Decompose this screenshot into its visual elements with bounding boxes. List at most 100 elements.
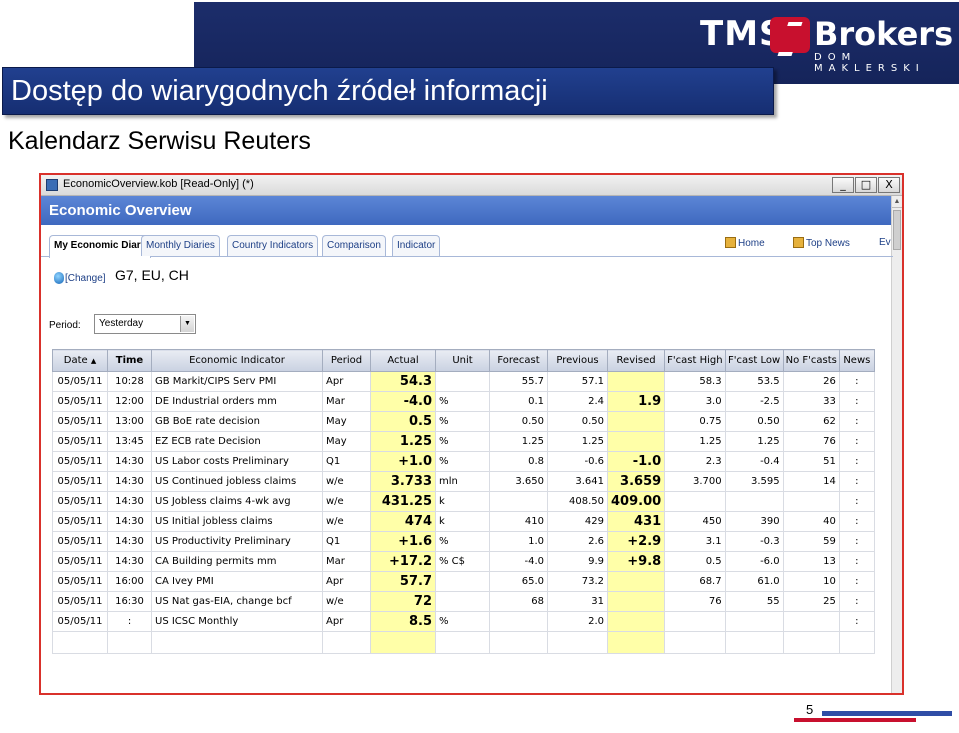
cell-unit: % — [435, 611, 490, 632]
cell-revised: +9.8 — [606, 551, 666, 572]
table-row[interactable]: 05/05/11 12:00 DE Industrial orders mm Mar -… — [52, 391, 875, 412]
sort-ascending-icon: ▲ — [90, 357, 97, 365]
cell-fcast-high: 1.25 — [664, 431, 726, 452]
home-link[interactable]: Home — [725, 237, 765, 249]
cell-news[interactable]: : — [838, 591, 875, 612]
cell-time: 14:30 — [107, 491, 152, 512]
cell-time: 14:30 — [107, 551, 152, 572]
cell-date: 05/05/11 — [52, 571, 108, 592]
col-economic-indicator[interactable]: Economic Indicator — [151, 349, 323, 372]
table-row[interactable]: 05/05/11 16:30 US Nat gas-EIA, change bcf w… — [52, 591, 875, 612]
cell-news[interactable]: : — [838, 411, 875, 432]
cell-date: 05/05/11 — [52, 411, 108, 432]
empty-cell — [322, 631, 371, 654]
table-row[interactable]: 05/05/11 14:30 US Jobless claims 4-wk avg w… — [52, 491, 875, 512]
cell-news[interactable]: : — [838, 491, 875, 512]
home-icon — [725, 237, 736, 248]
scroll-thumb[interactable] — [893, 210, 901, 250]
cell-previous: -0.6 — [547, 451, 608, 472]
cell-indicator: DE Industrial orders mm — [151, 391, 323, 412]
top-news-link-label: Top News — [806, 238, 850, 249]
table-row[interactable]: 05/05/11: US ICSC Monthly Apr 8.5% 2.0: — [52, 611, 875, 632]
tab-monthly-diaries[interactable]: Monthly Diaries — [141, 235, 220, 256]
col-fcast-high[interactable]: F'cast High — [664, 349, 726, 372]
tab-indicator[interactable]: Indicator — [392, 235, 441, 256]
cell-news[interactable]: : — [838, 371, 875, 392]
maximize-button[interactable]: □ — [855, 177, 877, 193]
cell-period: w/e — [322, 471, 371, 492]
table-row[interactable]: 05/05/11 14:30 US Productivity Preliminary… — [52, 531, 875, 552]
cell-news[interactable]: : — [838, 471, 875, 492]
cell-period: May — [322, 431, 371, 452]
scroll-up-arrow-icon[interactable]: ▲ — [892, 196, 902, 208]
table-row[interactable]: 05/05/11 14:30 US Initial jobless claims w/… — [52, 511, 875, 532]
table-row[interactable]: 05/05/11 14:30 US Continued jobless claims… — [52, 471, 875, 492]
cell-news[interactable]: : — [838, 531, 875, 552]
cell-revised — [606, 571, 666, 592]
more-link[interactable]: Ev — [879, 237, 891, 248]
cell-indicator: US ICSC Monthly — [151, 611, 323, 632]
cell-revised — [606, 431, 666, 452]
cell-fcast-high: 68.7 — [664, 571, 726, 592]
cell-news[interactable]: : — [838, 571, 875, 592]
cell-unit: % — [435, 411, 490, 432]
change-link[interactable]: [Change] — [65, 273, 106, 284]
cell-actual: 0.5 — [370, 411, 436, 432]
col-date[interactable]: Date ▲ — [52, 349, 108, 372]
chevron-down-icon[interactable]: ▼ — [180, 316, 194, 332]
table-row[interactable]: 05/05/11 13:45 EZ ECB rate Decision May 1.25… — [52, 431, 875, 452]
cell-news[interactable]: : — [838, 551, 875, 572]
close-button[interactable]: X — [878, 177, 900, 193]
cell-no-fcasts — [782, 491, 840, 512]
cell-actual: 3.733 — [370, 471, 436, 492]
cell-news[interactable]: : — [838, 451, 875, 472]
minimize-button[interactable]: _ — [832, 177, 854, 193]
cell-unit: % C$ — [435, 551, 490, 572]
col-fcast-low[interactable]: F'cast Low — [724, 349, 784, 372]
cell-news[interactable]: : — [838, 431, 875, 452]
empty-cell — [370, 631, 436, 654]
top-news-link[interactable]: Top News — [793, 237, 850, 249]
vertical-scrollbar[interactable]: ▲ — [891, 196, 902, 693]
region-label: G7, EU, CH — [115, 267, 189, 283]
cell-forecast: 0.50 — [489, 411, 548, 432]
window-titlebar: EconomicOverview.kob [Read-Only] (*) _ □… — [41, 175, 902, 196]
col-forecast[interactable]: Forecast — [489, 349, 548, 372]
cell-news[interactable]: : — [838, 611, 875, 632]
table-row[interactable]: 05/05/11 13:00 GB BoE rate decision May 0.5%… — [52, 411, 875, 432]
empty-cell — [664, 631, 726, 654]
cell-actual: 474 — [370, 511, 436, 532]
cell-unit: k — [435, 491, 490, 512]
footer-line-red — [794, 718, 916, 722]
cell-fcast-high: 58.3 — [664, 371, 726, 392]
cell-period: Q1 — [322, 451, 371, 472]
col-previous[interactable]: Previous — [547, 349, 608, 372]
table-row[interactable]: 05/05/11 14:30 US Labor costs Preliminary Q… — [52, 451, 875, 472]
period-select[interactable]: Yesterday ▼ — [94, 314, 196, 334]
cell-unit — [435, 591, 490, 612]
cell-fcast-low: 61.0 — [724, 571, 784, 592]
empty-cell — [606, 631, 666, 654]
empty-cell — [151, 631, 323, 654]
cell-news[interactable]: : — [838, 391, 875, 412]
tab-comparison[interactable]: Comparison — [322, 235, 386, 256]
cell-date: 05/05/11 — [52, 531, 108, 552]
cell-news[interactable]: : — [838, 511, 875, 532]
col-revised[interactable]: Revised — [606, 349, 666, 372]
col-time[interactable]: Time — [107, 349, 152, 372]
cell-indicator: US Continued jobless claims — [151, 471, 323, 492]
cell-actual: 57.7 — [370, 571, 436, 592]
table-row[interactable]: 05/05/11 10:28 GB Markit/CIPS Serv PMI Apr 5… — [52, 371, 875, 392]
col-unit[interactable]: Unit — [435, 349, 490, 372]
tab-country-indicators[interactable]: Country Indicators — [227, 235, 319, 256]
table-row[interactable]: 05/05/11 14:30 CA Building permits mm Mar +1… — [52, 551, 875, 572]
cell-time: : — [107, 611, 152, 632]
tab-my-economic-diary[interactable]: My Economic Diary — [49, 235, 152, 258]
cell-date: 05/05/11 — [52, 371, 108, 392]
cell-date: 05/05/11 — [52, 471, 108, 492]
col-period[interactable]: Period — [322, 349, 371, 372]
table-row[interactable]: 05/05/11 16:00 CA Ivey PMI Apr 57.7 65.0 73.2 6… — [52, 571, 875, 592]
col-news[interactable]: News — [838, 349, 875, 372]
col-actual[interactable]: Actual — [370, 349, 436, 372]
col-no-fcasts[interactable]: No F'casts — [782, 349, 840, 372]
